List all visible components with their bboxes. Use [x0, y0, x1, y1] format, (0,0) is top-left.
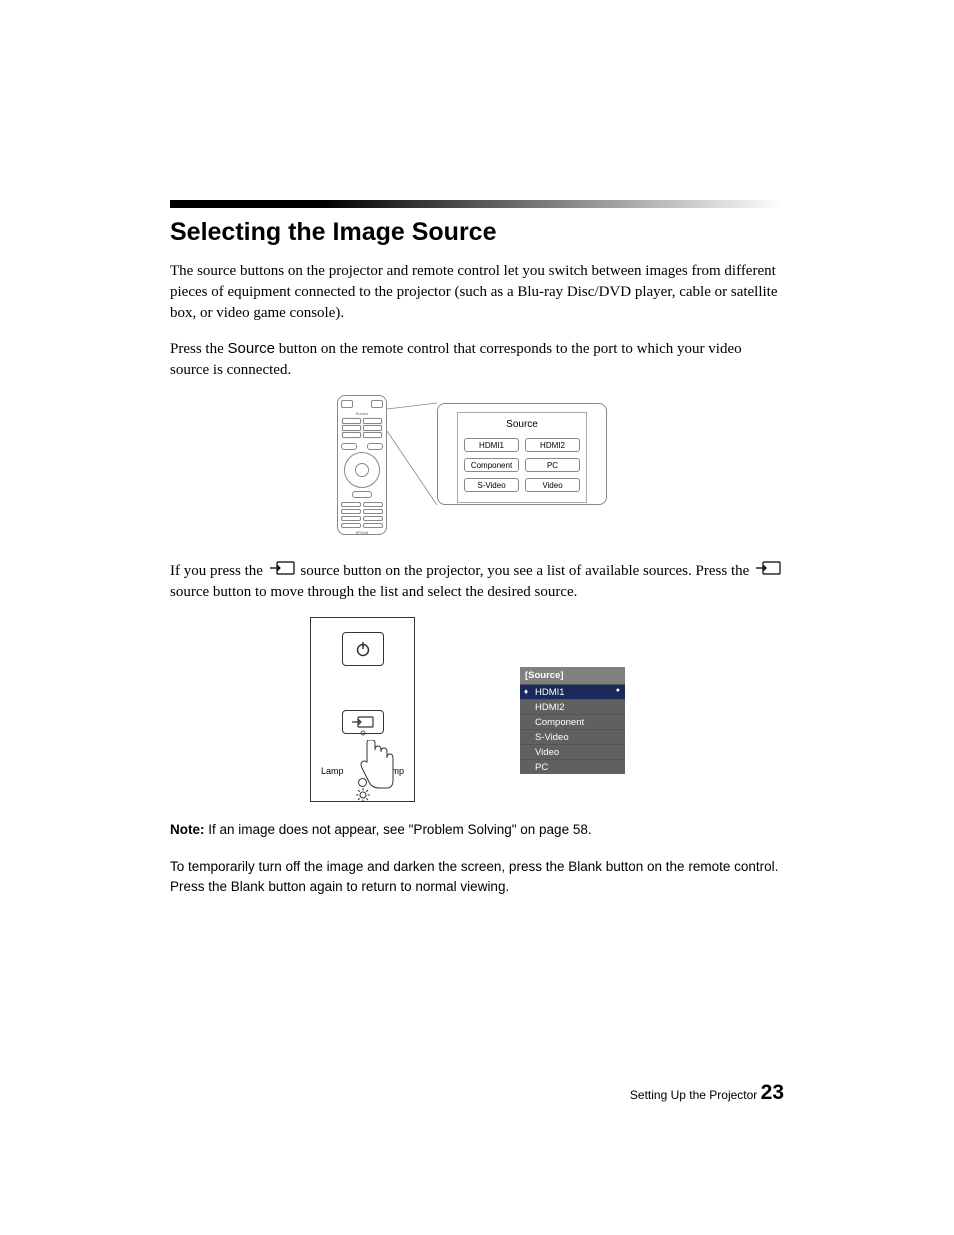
note-paragraph: Note: If an image does not appear, see "…	[170, 822, 784, 837]
instruction-paragraph-1: Press the Source button on the remote co…	[170, 338, 784, 381]
instruction-paragraph-2: If you press the source button on the pr…	[170, 561, 784, 603]
source-callout-bubble: Source HDMI1 HDMI2 Component PC S-Video …	[437, 403, 607, 505]
hand-pointer-icon	[359, 740, 399, 795]
callout-btn-pc: PC	[525, 458, 580, 472]
callout-btn-hdmi2: HDMI2	[525, 438, 580, 452]
text-fragment: Press the	[170, 341, 228, 357]
osd-item-hdmi1: HDMI1	[520, 684, 625, 699]
footer-page-number: 23	[761, 1081, 784, 1104]
osd-item-svideo: S-Video	[520, 729, 625, 744]
text-fragment: source button on the projector, you see …	[297, 563, 753, 579]
intro-paragraph: The source buttons on the projector and …	[170, 261, 784, 324]
projector-power-button	[342, 632, 384, 666]
source-input-icon	[269, 561, 295, 582]
page-heading: Selecting the Image Source	[170, 218, 784, 247]
callout-btn-component: Component	[464, 458, 519, 472]
blank-button-label: Blank	[568, 859, 602, 874]
section-divider-bar	[170, 200, 784, 208]
figure-projector-osd: Lamp mp [Source] HDMI1 HDMI2 Component S…	[310, 617, 670, 802]
note-label: Note:	[170, 822, 205, 837]
source-input-icon	[755, 561, 781, 582]
power-icon	[355, 641, 371, 657]
button-led-indicator	[360, 730, 366, 736]
blank-button-label: Blank	[231, 879, 265, 894]
callout-button-grid: HDMI1 HDMI2 Component PC S-Video Video	[462, 438, 582, 492]
projector-control-panel: Lamp mp	[310, 617, 415, 802]
text-fragment: If you press the	[170, 563, 267, 579]
source-callout-panel: Source HDMI1 HDMI2 Component PC S-Video …	[457, 412, 587, 503]
lamp-label: Lamp	[321, 766, 344, 776]
text-fragment: To temporarily turn off the image and da…	[170, 859, 568, 874]
footer-section-title: Setting Up the Projector	[630, 1088, 757, 1102]
osd-item-pc: PC	[520, 759, 625, 774]
page-footer: Setting Up the Projector 23	[630, 1081, 784, 1105]
source-input-icon	[352, 716, 374, 728]
blank-button-paragraph: To temporarily turn off the image and da…	[170, 857, 784, 896]
osd-item-component: Component	[520, 714, 625, 729]
callout-btn-video: Video	[525, 478, 580, 492]
callout-title: Source	[462, 419, 582, 430]
document-page: Selecting the Image Source The source bu…	[0, 0, 954, 1235]
osd-header: [Source]	[520, 667, 625, 684]
projector-source-button	[342, 710, 384, 734]
source-button-label-inline: Source	[228, 340, 276, 357]
text-fragment: source button to move through the list a…	[170, 584, 577, 600]
osd-item-video: Video	[520, 744, 625, 759]
text-fragment: button again to return to normal viewing…	[265, 879, 510, 894]
osd-item-hdmi2: HDMI2	[520, 699, 625, 714]
callout-btn-hdmi1: HDMI1	[464, 438, 519, 452]
callout-btn-svideo: S-Video	[464, 478, 519, 492]
figure-remote-callout: Source	[337, 395, 617, 535]
osd-source-menu: [Source] HDMI1 HDMI2 Component S-Video V…	[520, 667, 625, 774]
note-text: If an image does not appear, see "Proble…	[205, 822, 592, 837]
